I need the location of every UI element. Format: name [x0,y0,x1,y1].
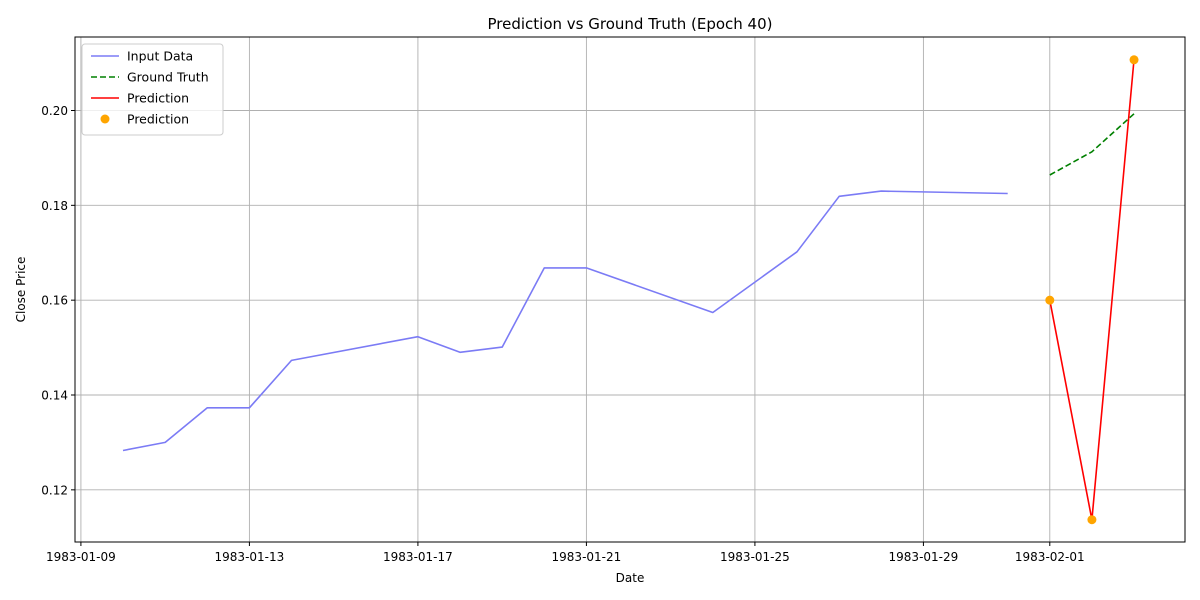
y-tick-label: 0.18 [41,199,68,213]
x-tick-label: 1983-01-21 [552,550,622,564]
x-axis-ticks: 1983-01-09 1983-01-13 1983-01-17 1983-01-21… [46,542,1085,564]
x-tick-label: 1983-02-01 [1015,550,1085,564]
x-tick-label: 1983-01-09 [46,550,116,564]
plot-frame [74,36,1186,543]
y-tick-label: 0.12 [41,483,68,497]
prediction-point [1129,55,1139,65]
legend-box [81,43,224,136]
y-axis-ticks: 0.12 0.14 0.16 0.18 0.20 [41,104,75,497]
x-tick-label: 1983-01-25 [720,550,790,564]
y-tick-label: 0.16 [41,294,68,308]
x-tick-label: 1983-01-29 [889,550,959,564]
x-tick-label: 1983-01-17 [383,550,453,564]
legend-swatch-prediction-point [100,114,110,124]
legend-label: Prediction [127,112,189,127]
ground-truth-line [1049,113,1135,176]
plot-series [122,55,1139,525]
y-tick-label: 0.14 [41,389,68,403]
prediction-point [1045,295,1055,305]
x-tick-label: 1983-01-13 [215,550,285,564]
legend-label: Input Data [127,49,193,64]
legend-label: Ground Truth [127,70,209,85]
y-axis-label: Close Price [14,257,28,323]
legend: Input Data Ground Truth Prediction Predicti… [81,43,224,136]
y-tick-label: 0.20 [41,104,68,118]
input-data-line [122,190,1008,452]
x-axis-label: Date [616,571,645,585]
legend-label: Prediction [127,91,189,106]
prediction-point [1087,515,1097,525]
chart-title: Prediction vs Ground Truth (Epoch 40) [488,15,773,33]
